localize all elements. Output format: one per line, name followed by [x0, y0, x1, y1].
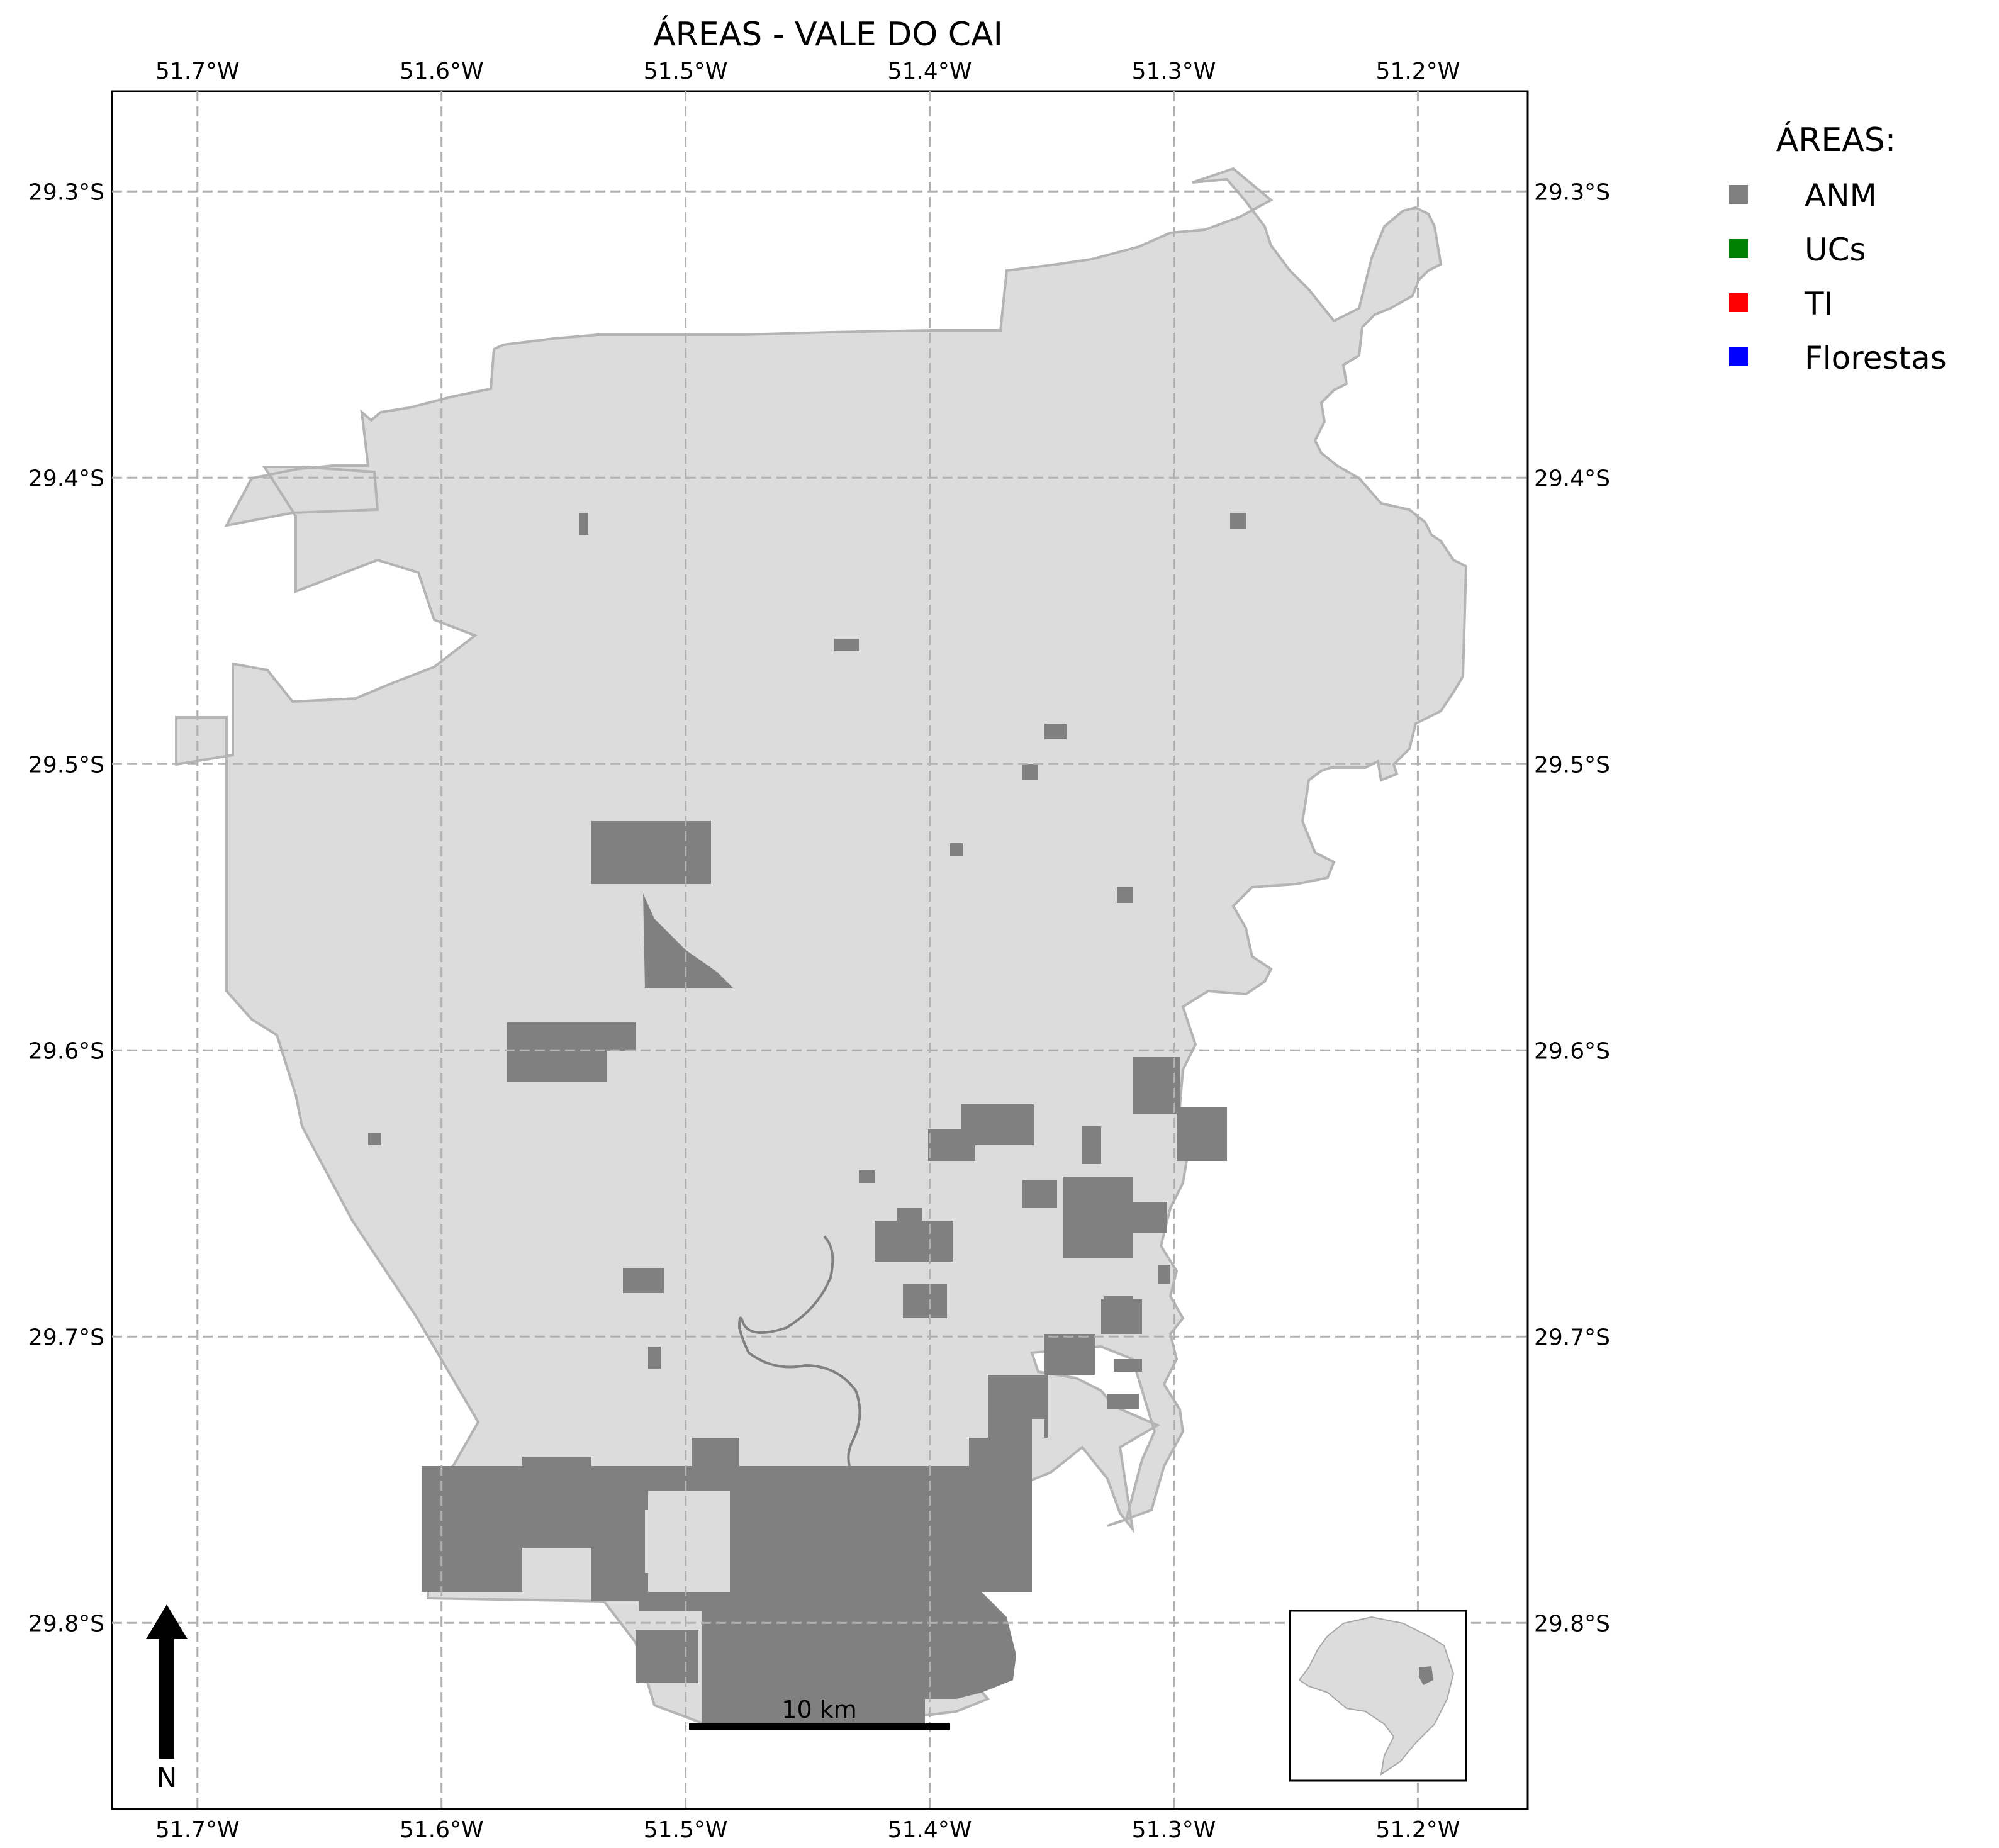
- anm-polygon: [903, 1284, 947, 1318]
- lat-tick-label-right: 29.7°S: [1534, 1324, 1610, 1350]
- scale-bar-label: 10 km: [781, 1696, 856, 1723]
- anm-polygon: [507, 1022, 607, 1082]
- north-arrow-shaft: [159, 1636, 174, 1759]
- inset-highlight: [1419, 1666, 1433, 1685]
- scale-bar: 10 km: [689, 1696, 950, 1730]
- inset-locator-map: [1289, 1610, 1467, 1782]
- anm-polygon: [950, 843, 963, 856]
- anm-polygon: [1044, 724, 1067, 739]
- legend-label: UCs: [1805, 232, 1866, 268]
- anm-polygon: [639, 1592, 702, 1611]
- anm-polygon: [1133, 1202, 1167, 1233]
- anm-polygon: [925, 1592, 1016, 1699]
- anm-polygon: [834, 639, 859, 651]
- lon-tick-label-bottom: 51.2°W: [1376, 1817, 1460, 1843]
- lon-tick-label-bottom: 51.3°W: [1132, 1817, 1216, 1843]
- anm-areas: [368, 513, 1246, 1727]
- anm-polygon: [1063, 1177, 1133, 1258]
- anm-polygon: [1230, 513, 1246, 529]
- lat-tick-label-left: 29.3°S: [28, 179, 104, 205]
- anm-polygon: [595, 1022, 636, 1051]
- lon-tick-label-top: 51.6°W: [400, 59, 484, 84]
- legend-swatch: [1729, 347, 1748, 366]
- anm-polygon: [579, 513, 588, 535]
- anm-polygon: [643, 893, 733, 988]
- anm-polygon: [1044, 1334, 1095, 1375]
- lon-tick-label-top: 51.2°W: [1376, 59, 1460, 84]
- gap-area: [645, 1510, 730, 1592]
- lon-tick-label-bottom: 51.6°W: [400, 1817, 484, 1843]
- legend: ÁREAS: ANM UCs TI Florestas: [1729, 121, 1947, 376]
- anm-polygon: [591, 1466, 648, 1601]
- tick-labels: 51.7°W 51.7°W 51.6°W 51.6°W 51.5°W 51.5°W 51.4…: [28, 59, 1610, 1843]
- lat-tick-label-left: 29.8°S: [28, 1611, 104, 1637]
- unassigned-gaps: [645, 1419, 1044, 1592]
- anm-polygon: [969, 1438, 1032, 1466]
- anm-polygon: [591, 821, 711, 884]
- anm-polygon: [897, 1208, 922, 1233]
- anm-polygon: [1082, 1126, 1101, 1164]
- anm-polygon: [1177, 1107, 1227, 1161]
- lat-tick-label-right: 29.8°S: [1534, 1611, 1610, 1637]
- anm-polygon: [1022, 1180, 1057, 1208]
- anm-polygon: [1158, 1265, 1170, 1284]
- anm-polygon: [1117, 887, 1133, 903]
- lon-tick-label-top: 51.7°W: [155, 59, 240, 84]
- anm-polygon: [522, 1457, 591, 1548]
- anm-polygon: [422, 1466, 522, 1592]
- lon-tick-label-top: 51.5°W: [644, 59, 728, 84]
- anm-polygon: [368, 1133, 381, 1145]
- legend-label: ANM: [1805, 177, 1877, 214]
- anm-polygon: [702, 1592, 925, 1727]
- inset-state-outline: [1298, 1616, 1455, 1776]
- legend-swatch: [1729, 293, 1748, 312]
- legend-swatch: [1729, 239, 1748, 258]
- anm-polygon: [961, 1104, 1034, 1145]
- anm-polygon: [831, 1466, 1032, 1592]
- north-arrow-label: N: [157, 1762, 177, 1794]
- north-arrow-head: [146, 1604, 188, 1639]
- map-title: ÁREAS - VALE DO CAI: [653, 15, 1003, 53]
- lat-tick-label-left: 29.7°S: [28, 1324, 104, 1350]
- anm-polygon: [1022, 764, 1038, 780]
- lon-tick-label-top: 51.3°W: [1132, 59, 1216, 84]
- lat-tick-label-right: 29.6°S: [1534, 1038, 1610, 1064]
- legend-label: Florestas: [1805, 340, 1947, 376]
- lat-tick-label-right: 29.5°S: [1534, 752, 1610, 778]
- lon-tick-label-bottom: 51.7°W: [155, 1817, 240, 1843]
- gridlines: [112, 91, 1528, 1809]
- lon-tick-label-top: 51.4°W: [888, 59, 972, 84]
- legend-items: ANM UCs TI Florestas: [1729, 177, 1947, 376]
- lat-tick-label-left: 29.6°S: [28, 1038, 104, 1064]
- gap-area: [1032, 1419, 1044, 1438]
- river-line: [737, 1235, 861, 1467]
- lat-tick-label-right: 29.4°S: [1534, 466, 1610, 491]
- legend-title: ÁREAS:: [1776, 121, 1896, 159]
- anm-polygon: [1133, 1057, 1180, 1114]
- anm-polygon: [623, 1268, 664, 1293]
- lon-tick-label-bottom: 51.4°W: [888, 1817, 972, 1843]
- anm-polygon: [1107, 1394, 1139, 1409]
- anm-polygon: [1104, 1296, 1133, 1324]
- scale-bar-line: [689, 1723, 950, 1730]
- legend-swatch: [1729, 185, 1748, 204]
- lat-tick-label-left: 29.5°S: [28, 752, 104, 778]
- anm-polygon: [730, 1466, 831, 1592]
- lon-tick-label-bottom: 51.5°W: [644, 1817, 728, 1843]
- lat-tick-label-right: 29.3°S: [1534, 179, 1610, 205]
- lat-tick-label-left: 29.4°S: [28, 466, 104, 491]
- anm-polygon: [636, 1630, 698, 1683]
- legend-label: TI: [1804, 286, 1833, 322]
- anm-polygon: [859, 1170, 875, 1183]
- anm-polygon: [1114, 1359, 1142, 1372]
- north-arrow: N: [146, 1604, 188, 1794]
- anm-polygon: [648, 1347, 661, 1369]
